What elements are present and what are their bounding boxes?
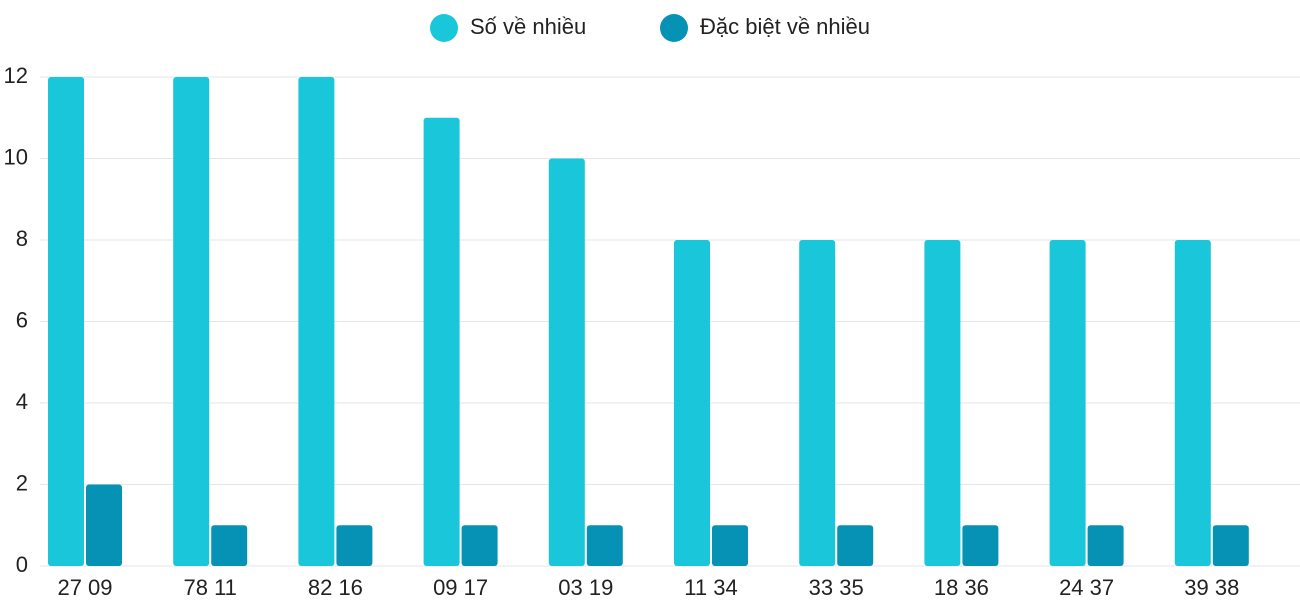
bar [423,117,460,566]
bar [1174,240,1211,566]
bar [461,525,498,566]
y-tick-label: 0 [16,552,28,577]
x-tick-label: 24 37 [1059,575,1114,600]
bar [336,525,373,566]
x-tick-label: 82 16 [308,575,363,600]
bar [799,240,836,566]
bar [548,158,585,566]
x-tick-label: 18 36 [934,575,989,600]
bar [962,525,999,566]
bar [712,525,748,566]
bar [837,525,874,566]
bar [1212,525,1249,566]
legend-label: Số về nhiều [470,14,586,39]
bar [173,77,210,566]
x-tick-label: 11 34 [684,575,737,600]
bar [86,484,122,566]
y-tick-label: 6 [16,307,28,332]
bar [298,77,335,566]
y-tick-label: 10 [4,144,28,169]
x-tick-label: 33 35 [809,575,864,600]
bar [1049,240,1086,566]
bar [1087,525,1124,566]
bar [48,77,84,566]
x-tick-label: 27 09 [57,575,112,600]
y-tick-label: 8 [16,226,28,251]
bar [211,525,248,566]
x-tick-label: 03 19 [558,575,613,600]
x-tick-label: 09 17 [433,575,488,600]
legend-swatch [660,14,688,42]
y-tick-label: 12 [4,63,28,88]
bar [586,525,623,566]
bar [674,240,710,566]
x-tick-label: 39 38 [1184,575,1239,600]
y-tick-label: 2 [16,470,28,495]
bar [924,240,961,566]
y-tick-label: 4 [16,389,28,414]
legend-swatch [430,14,458,42]
x-tick-label: 78 11 [183,575,236,600]
legend-label: Đặc biệt về nhiều [700,14,870,39]
